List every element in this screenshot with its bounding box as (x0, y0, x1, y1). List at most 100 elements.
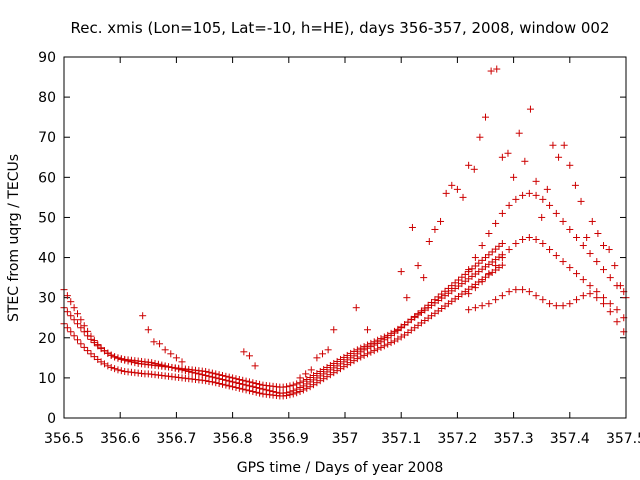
x-tick-label: 357.3 (494, 431, 534, 447)
data-point (546, 300, 554, 308)
data-point (249, 383, 257, 391)
data-point (397, 268, 405, 276)
data-point (448, 181, 456, 189)
data-point (84, 347, 92, 355)
data-point (178, 366, 186, 374)
y-tick-label: 40 (38, 251, 56, 267)
data-point (167, 350, 175, 358)
data-point (579, 276, 587, 284)
x-tick-label: 356.8 (213, 431, 253, 447)
data-point (539, 296, 547, 304)
data-point (67, 328, 75, 336)
data-point (114, 354, 122, 362)
data-point (77, 316, 85, 324)
x-tick-label: 356.5 (44, 431, 84, 447)
data-point (593, 294, 601, 302)
data-points (60, 65, 630, 400)
data-point (605, 246, 613, 254)
data-point (613, 306, 621, 314)
data-point (172, 354, 180, 362)
data-point (532, 177, 540, 185)
data-point (482, 113, 489, 121)
data-point (505, 201, 513, 209)
data-point (384, 340, 392, 348)
data-point (487, 67, 495, 75)
data-point (577, 197, 585, 205)
data-point (403, 294, 411, 302)
data-point (195, 370, 203, 378)
data-point (420, 274, 428, 282)
data-point (505, 288, 513, 296)
data-point (107, 363, 115, 371)
data-point (559, 217, 567, 225)
data-point (215, 375, 223, 383)
data-point (471, 254, 479, 262)
data-point (272, 388, 280, 396)
data-point (539, 195, 547, 203)
data-point (498, 254, 506, 262)
data-point (593, 288, 601, 296)
data-point (232, 379, 240, 387)
data-point (425, 238, 433, 246)
data-point (283, 383, 291, 391)
data-point (111, 365, 119, 373)
data-point (579, 292, 587, 300)
data-point (560, 141, 568, 149)
data-point (84, 327, 92, 335)
data-point (414, 262, 422, 270)
data-point (363, 344, 371, 352)
data-point (324, 346, 332, 354)
y-tick-label: 20 (38, 331, 56, 347)
x-tick-label: 356.7 (156, 431, 196, 447)
data-point (212, 374, 220, 382)
data-point (192, 369, 200, 377)
data-point (546, 246, 554, 254)
data-point (70, 332, 78, 340)
data-point (225, 377, 233, 385)
y-tick-label: 60 (38, 170, 56, 186)
data-point (606, 300, 614, 308)
data-point (504, 149, 512, 157)
data-point (485, 300, 493, 308)
data-point (117, 367, 125, 375)
data-point (296, 384, 304, 392)
data-point (283, 389, 291, 397)
data-point (555, 153, 563, 161)
data-point (269, 388, 277, 396)
data-point (168, 363, 176, 371)
data-point (161, 346, 169, 354)
data-point (478, 302, 486, 310)
data-point (245, 382, 253, 390)
data-point (70, 304, 78, 312)
data-point (471, 304, 479, 312)
data-point (600, 300, 608, 308)
data-point (492, 219, 500, 227)
data-point (573, 270, 581, 278)
data-point (611, 262, 619, 270)
data-point (586, 250, 594, 258)
data-point (498, 153, 506, 161)
data-point (600, 266, 608, 274)
data-point (307, 366, 315, 374)
data-point (73, 320, 81, 328)
data-point (188, 368, 196, 376)
data-point (532, 236, 540, 244)
data-point (573, 296, 581, 304)
data-point (245, 352, 253, 360)
data-point (573, 234, 581, 241)
data-point (259, 385, 267, 393)
data-point (239, 380, 247, 388)
data-point (476, 133, 484, 141)
data-point (222, 376, 230, 384)
data-point (594, 229, 602, 237)
data-point (579, 242, 587, 250)
x-axis-label: GPS time / Days of year 2008 (237, 460, 444, 476)
data-point (515, 129, 523, 137)
data-point (512, 195, 520, 203)
data-point (296, 374, 304, 382)
y-tick-label: 10 (38, 371, 56, 387)
data-point (498, 240, 506, 248)
data-point (80, 343, 88, 351)
y-tick-label: 80 (38, 90, 56, 106)
data-point (498, 261, 506, 269)
